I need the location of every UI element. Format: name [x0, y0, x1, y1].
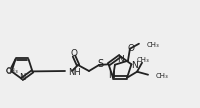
Text: CH₃: CH₃ [147, 42, 160, 48]
Text: CH₃: CH₃ [5, 68, 18, 74]
Text: N: N [19, 72, 25, 82]
Text: N: N [131, 61, 138, 70]
Text: N: N [117, 55, 123, 64]
Text: CH₃: CH₃ [137, 57, 149, 63]
Text: O: O [70, 48, 78, 57]
Text: O: O [127, 44, 134, 53]
Text: CH₃: CH₃ [156, 73, 169, 79]
Text: N: N [109, 71, 115, 80]
Text: O: O [6, 67, 12, 76]
Text: NH: NH [68, 68, 81, 77]
Text: S: S [97, 59, 103, 69]
